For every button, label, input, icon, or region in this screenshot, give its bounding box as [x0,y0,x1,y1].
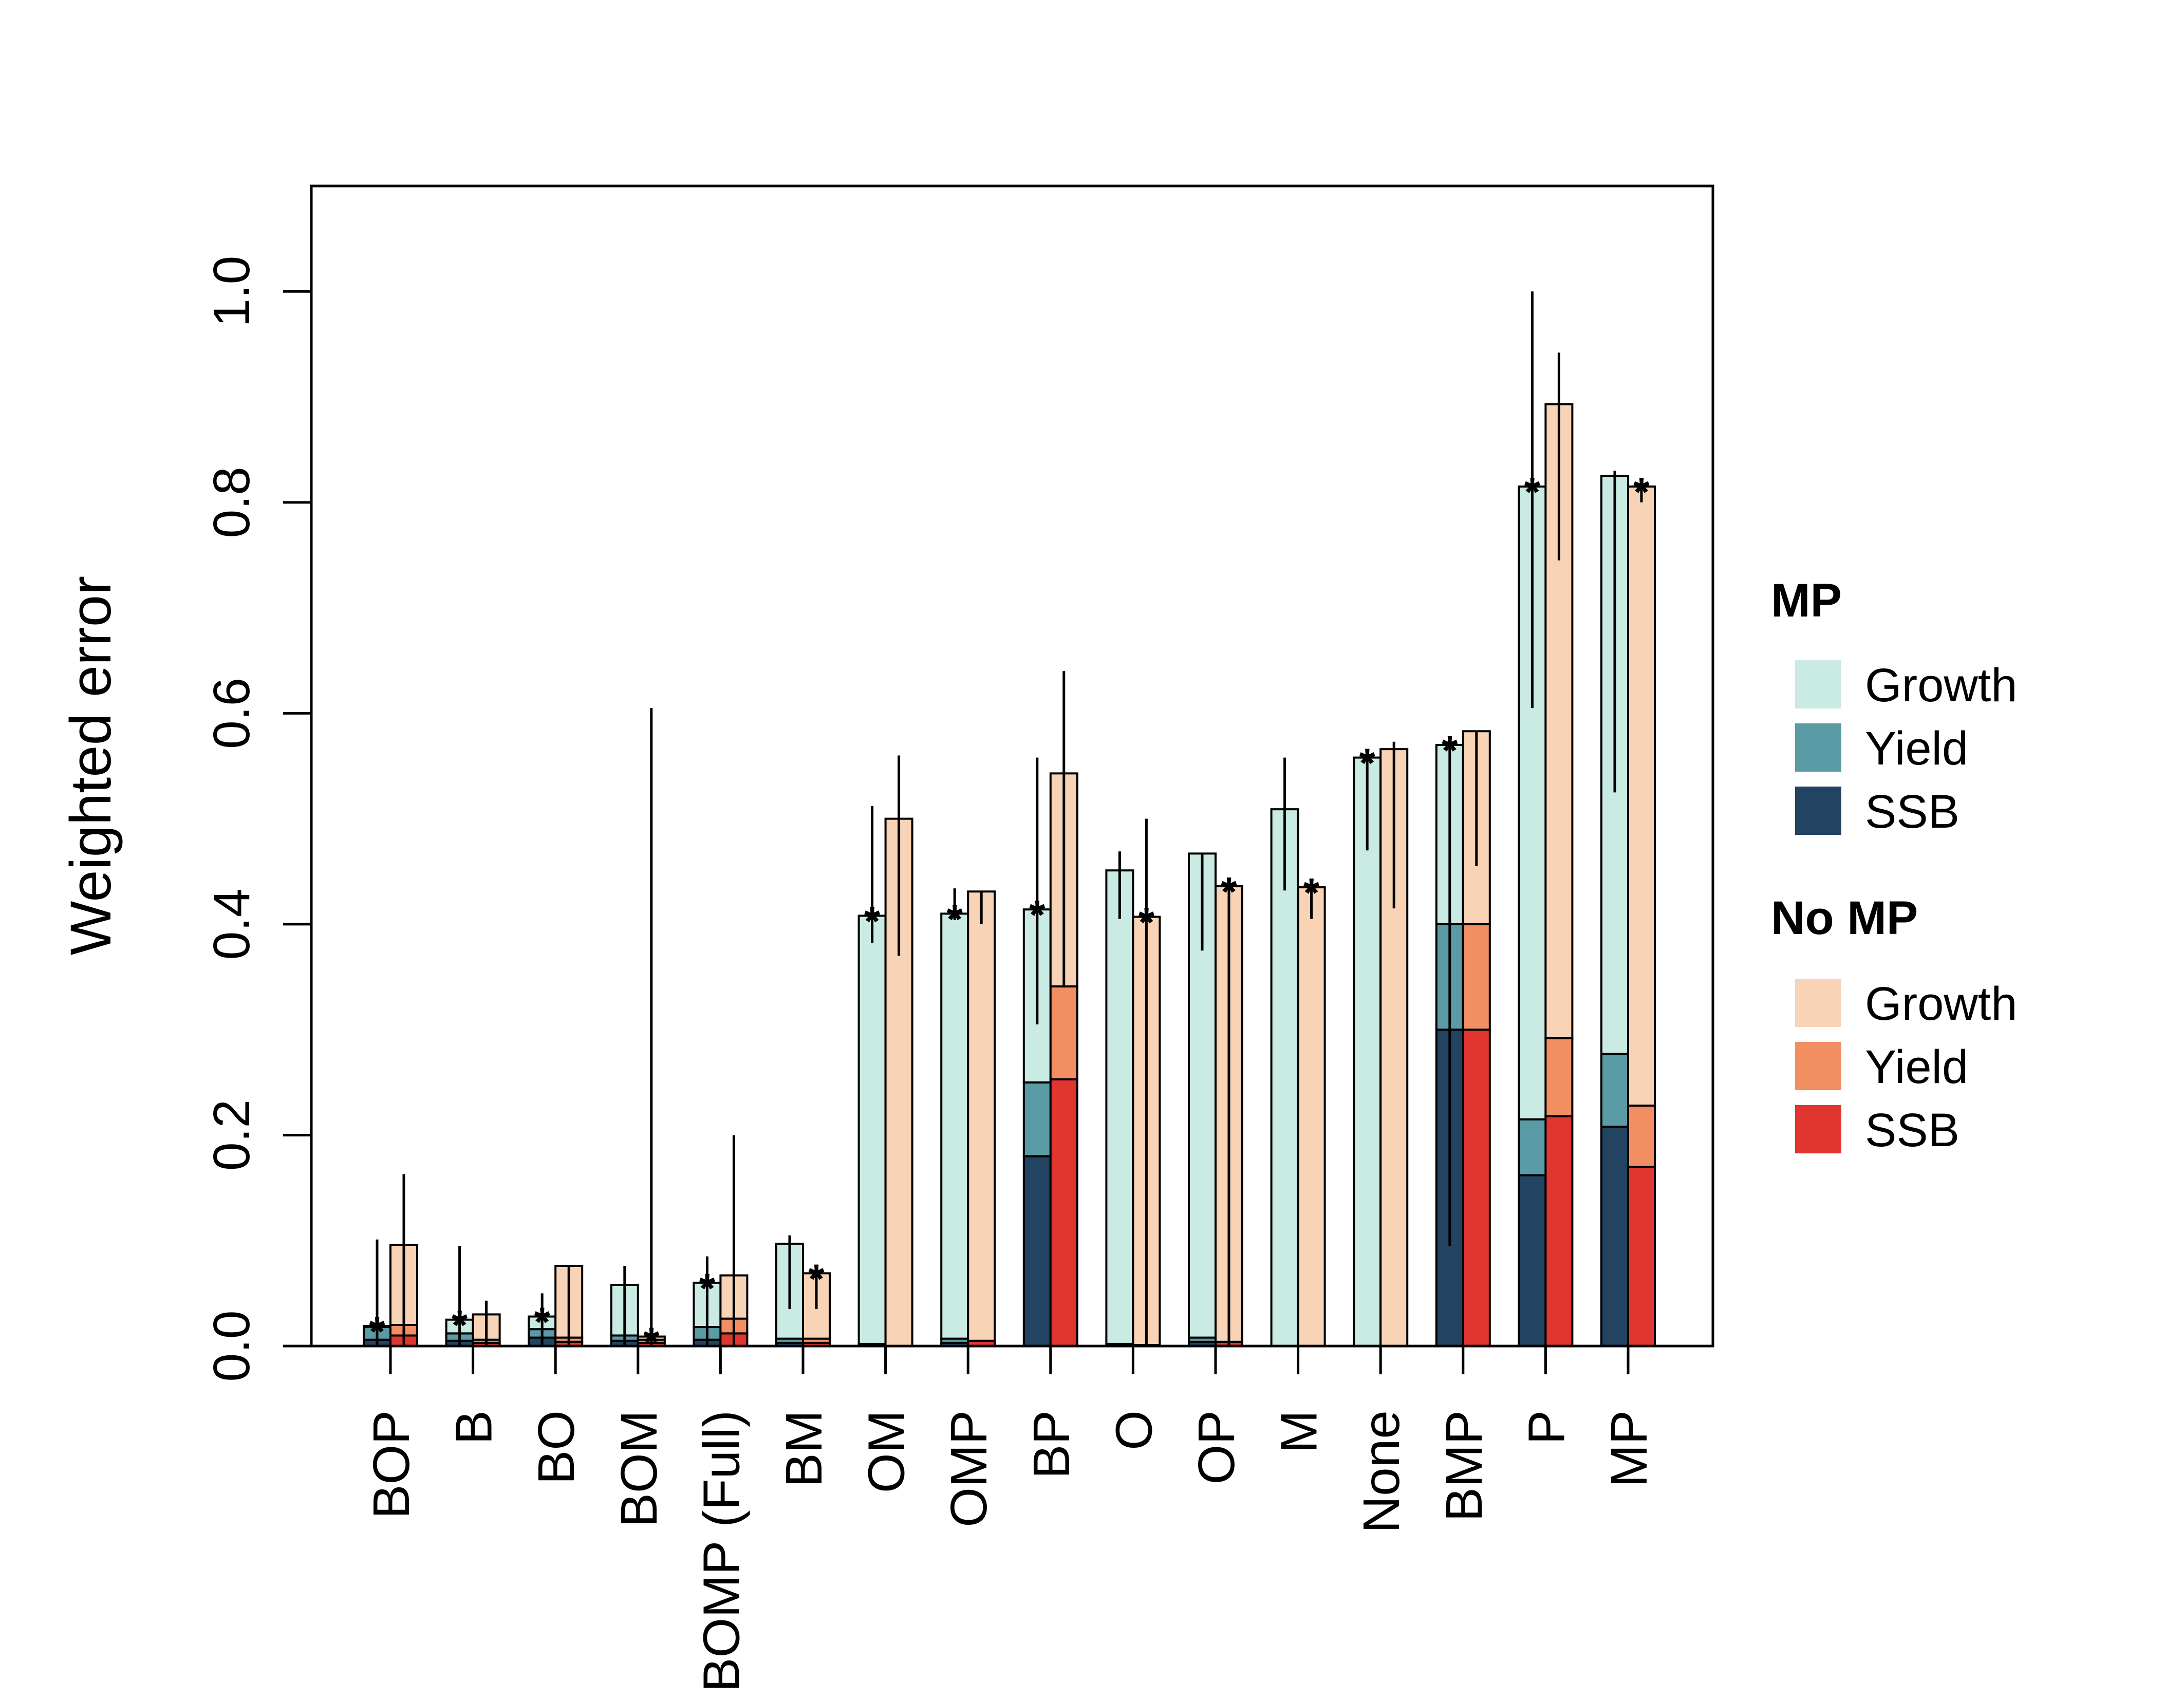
bar-nomp-ssb [1049,1078,1078,1347]
legend-label: Yield [1865,722,1968,775]
bar-layer [363,403,1656,1348]
legend-label: Growth [1865,978,2018,1030]
x-axis: BOP B BO BOM BOMP (Full) BM OM OMP BP O OP M None BMP… [363,1345,1658,1692]
significance-star: * [369,1309,385,1354]
legend-label: Yield [1865,1041,1968,1093]
significance-star: * [1303,870,1320,916]
x-tick-label: BMP [1435,1410,1493,1522]
bar-mp-growth [1353,756,1382,1347]
legend-swatch [1795,979,1841,1027]
bar-mp-yield [1600,1053,1629,1128]
y-tick-label: 0.8 [203,466,260,538]
bar-nomp-ssb [1627,1166,1656,1347]
x-tick-label: BP [1023,1410,1080,1479]
y-axis: 0.0 0.2 0.4 0.6 0.8 1.0 [203,256,313,1382]
x-tick-label: BOM [610,1410,668,1527]
significance-marker-layer: * * * * * * * * * * * * * * * * [369,469,1650,1365]
significance-star: * [1029,892,1046,938]
legend-swatch [1795,1105,1841,1153]
legend-title: No MP [1771,892,1918,944]
x-tick-label: O [1105,1410,1163,1450]
significance-star: * [452,1302,468,1348]
bar-mp-yield [1518,1118,1547,1177]
x-tick-label: BOP [363,1410,420,1519]
error-bar-layer [376,291,1643,1346]
x-tick-label: BOMP (Full) [693,1410,750,1692]
bar-mp-growth [857,914,887,1345]
bar-nomp-yield [1544,1037,1574,1117]
bar-mp-growth [1270,808,1299,1347]
x-tick-label: P [1518,1410,1575,1445]
x-tick-label: BO [528,1410,585,1484]
x-tick-label: None [1353,1410,1410,1533]
bar-mp-growth [940,912,969,1340]
bar-nomp-ssb [1462,1029,1491,1347]
significance-star: * [534,1299,551,1345]
significance-star: * [1524,469,1541,515]
bar-nomp-yield [1462,923,1491,1031]
legend-label: SSB [1865,1104,1959,1156]
significance-star: * [1359,740,1376,786]
plot-frame [310,184,1714,1348]
significance-star: * [947,896,963,942]
legend-title: MP [1771,574,1842,627]
y-tick-label: 0.0 [203,1310,260,1381]
bar-mp-ssb [1600,1126,1629,1347]
bar-mp-growth [1105,869,1134,1345]
x-tick-label: OP [1188,1410,1245,1484]
significance-star: * [808,1256,825,1301]
bar-nomp-growth [967,890,996,1342]
y-tick-label: 0.2 [203,1099,260,1171]
legend-label: Growth [1865,659,2018,712]
bar-mp-ssb [1518,1174,1547,1348]
legend-label: SSB [1865,786,1959,838]
y-tick-label: 1.0 [203,256,260,327]
y-tick-label: 0.6 [203,678,260,749]
significance-star: * [643,1319,660,1365]
x-tick-label: MP [1600,1410,1658,1487]
bar-mp-ssb [1022,1155,1052,1347]
bar-nomp-growth [1627,486,1656,1107]
x-tick-label: OMP [940,1410,998,1527]
significance-star: * [1442,727,1458,773]
bar-nomp-ssb [1544,1115,1574,1347]
significance-star: * [1633,469,1650,515]
x-tick-label: M [1271,1410,1328,1453]
bar-nomp-growth [1297,886,1326,1347]
legend-swatch [1795,787,1841,835]
y-tick-label: 0.4 [203,888,260,960]
bar-nomp-yield [1627,1104,1656,1168]
legend-swatch [1795,660,1841,708]
x-tick-label: OM [858,1410,916,1493]
significance-star: * [699,1265,716,1311]
significance-star: * [1221,869,1237,914]
bar-nomp-yield [1049,985,1078,1080]
legend: MP Growth Yield SSB No MP Growth Yield SSB [1771,574,2018,1156]
x-tick-label: BM [775,1410,833,1487]
x-tick-label: B [445,1410,503,1445]
legend-swatch [1795,1042,1841,1090]
y-axis-label: Weighted error [59,576,123,956]
significance-star: * [864,898,881,944]
bar-mp-yield [1022,1081,1052,1157]
legend-swatch [1795,723,1841,772]
significance-star: * [1138,900,1155,945]
